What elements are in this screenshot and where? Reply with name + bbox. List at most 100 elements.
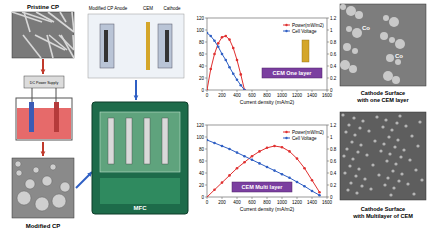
- y-tick: [205, 66, 207, 67]
- x-tick-label: 1400: [307, 93, 318, 98]
- y-tick: [205, 197, 207, 198]
- marker: [207, 139, 208, 142]
- annotation: CEM One layer: [273, 70, 313, 76]
- marker: [243, 89, 246, 90]
- sem-grain: [386, 176, 389, 179]
- annotation-box: [262, 68, 322, 78]
- sem-grain: [356, 150, 359, 153]
- x-tick-label: 800: [263, 93, 271, 98]
- fiber: [22, 12, 52, 22]
- sem-grain: [395, 59, 401, 65]
- x-tick: [237, 197, 238, 199]
- x-tick-label: 200: [218, 200, 226, 205]
- sem-grain: [347, 123, 350, 126]
- sem-grain: [344, 130, 347, 133]
- marker: [236, 167, 239, 170]
- mfc-cell: [126, 118, 132, 164]
- x-tick-label: 1200: [292, 93, 303, 98]
- sem-grain: [342, 154, 345, 157]
- deposit: [15, 161, 21, 167]
- marker: [228, 66, 231, 69]
- y-tick-label: 60: [199, 159, 205, 164]
- arrow: [76, 172, 92, 188]
- marker: [296, 181, 299, 184]
- label: Pristine CP: [27, 4, 59, 10]
- y-tick-label: 40: [199, 171, 205, 176]
- y-tick-label: 80: [199, 147, 205, 152]
- y2-tick-label: 0: [330, 88, 333, 93]
- marker: [318, 194, 321, 197]
- caption-line: with one CEM layer: [356, 97, 409, 103]
- x-tick-label: 400: [233, 93, 241, 98]
- y2-tick: [327, 149, 329, 150]
- y2-tick: [327, 18, 329, 19]
- sem-grain: [383, 183, 386, 186]
- marker: [266, 166, 269, 169]
- legend-label: Cell Voltage: [292, 29, 317, 34]
- arrow-head: [87, 172, 92, 177]
- y-tick: [205, 78, 207, 79]
- x-tick-label: 0: [206, 93, 209, 98]
- plot-frame: [207, 125, 327, 197]
- x-tick: [327, 197, 328, 199]
- legend-label: Power(mW/m2): [292, 130, 324, 135]
- sem-grain: [385, 159, 388, 162]
- sem-grain: [382, 142, 385, 145]
- legend-label: Cell Voltage: [292, 136, 317, 141]
- sem-grain: [416, 144, 419, 147]
- y-tick: [205, 54, 207, 55]
- y2-tick: [327, 161, 329, 162]
- legend-swatch: [283, 25, 290, 26]
- marker: [228, 174, 231, 177]
- sem-grain: [390, 128, 393, 131]
- marker: [207, 89, 208, 90]
- chamber: [100, 24, 114, 68]
- x-tick-label: 1600: [322, 93, 333, 98]
- x-tick-label: 200: [218, 93, 226, 98]
- x-tick: [222, 197, 223, 199]
- marker: [217, 46, 220, 49]
- y-tick-label: 0: [201, 195, 204, 200]
- legend-marker: [285, 137, 287, 139]
- sem-image: [340, 4, 426, 86]
- sem-grain: [346, 188, 349, 191]
- label: DC Power Supply: [30, 81, 59, 85]
- sem-grain: [389, 193, 392, 196]
- y2-tick: [327, 185, 329, 186]
- sem-grain: [393, 145, 396, 148]
- sem-grain: [392, 186, 395, 189]
- sem-label: Co: [395, 53, 403, 59]
- sem-grain: [341, 113, 344, 116]
- beaker: [16, 98, 72, 140]
- electrolyte: [17, 108, 71, 139]
- deposit: [33, 167, 39, 173]
- y2-tick-label: 1: [330, 28, 333, 33]
- marker: [273, 145, 276, 148]
- marker: [221, 181, 224, 184]
- sem-grain: [406, 182, 409, 185]
- x-tick-label: 600: [248, 200, 256, 205]
- marker: [236, 59, 239, 62]
- caption-line: Cathode Surface: [361, 90, 405, 96]
- sem-grain: [394, 162, 397, 165]
- plot-frame: [207, 18, 327, 90]
- x-tick: [282, 197, 283, 199]
- y2-tick-label: 0.8: [330, 40, 337, 45]
- caption-line: Cathode Surface: [361, 206, 405, 212]
- sem-grain: [389, 17, 399, 27]
- marker: [318, 191, 321, 194]
- x-tick-label: 1200: [292, 200, 303, 205]
- x-tick: [237, 90, 238, 92]
- marker: [258, 162, 261, 165]
- sem-grain: [361, 119, 364, 122]
- marker: [243, 161, 246, 164]
- y2-tick-label: 0.4: [330, 64, 337, 69]
- sem-grain: [388, 152, 391, 155]
- y-tick: [205, 90, 207, 91]
- y2-tick-label: 1.2: [330, 123, 337, 128]
- x-tick-label: 0: [206, 200, 209, 205]
- y2-tick-label: 0: [330, 195, 333, 200]
- sem-grain: [351, 157, 354, 160]
- deposit: [25, 179, 35, 189]
- sem-image: [12, 12, 74, 58]
